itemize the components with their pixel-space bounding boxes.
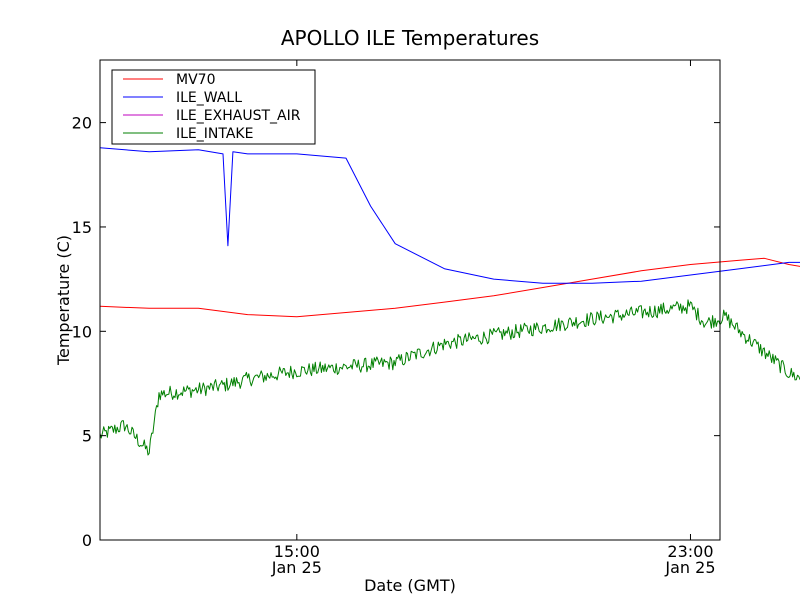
- series-line-ile-intake: [99, 299, 800, 456]
- x-tick-label-time: 23:00: [667, 542, 713, 561]
- series-line-mv70: [99, 257, 800, 318]
- x-tick-label-date: Jan 25: [664, 558, 715, 577]
- x-axis-label: Date (GMT): [364, 576, 456, 595]
- y-tick-label: 0: [82, 531, 92, 550]
- legend-label-ile-intake: ILE_INTAKE: [176, 126, 253, 142]
- chart-title: APOLLO ILE Temperatures: [281, 26, 539, 50]
- series-line-ile-wall: [99, 147, 800, 284]
- y-tick-label: 5: [82, 427, 92, 446]
- plot-frame: [99, 59, 721, 541]
- legend-label-ile-wall: ILE_WALL: [176, 90, 242, 106]
- y-tick-label: 10: [72, 322, 92, 341]
- y-axis-label: Temperature (C): [54, 235, 73, 366]
- y-tick-label: 20: [72, 114, 92, 133]
- legend-label-ile-exhaust-air: ILE_EXHAUST_AIR: [176, 108, 301, 124]
- x-tick-label-date: Jan 25: [271, 558, 322, 577]
- legend-box: [111, 69, 316, 145]
- x-tick-label-time: 15:00: [274, 542, 320, 561]
- y-tick-label: 15: [72, 218, 92, 237]
- legend-label-mv70: MV70: [176, 72, 215, 88]
- legend: MV70 ILE_WALL ILE_EXHAUST_AIR ILE_INTAKE: [111, 69, 316, 145]
- series-layer: [99, 147, 800, 456]
